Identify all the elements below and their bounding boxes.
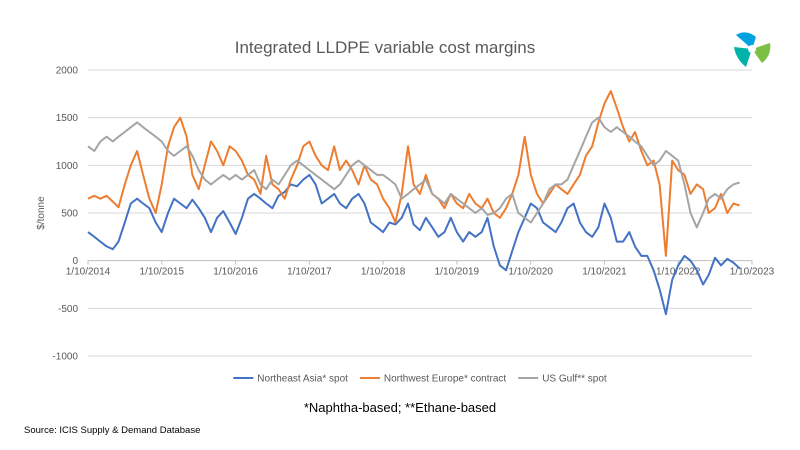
legend-label: US Gulf** spot bbox=[542, 374, 607, 385]
series-line-0 bbox=[87, 173, 741, 316]
source-note: Source: ICIS Supply & Demand Database bbox=[24, 425, 201, 436]
x-axis-ticks: 1/10/2014 1/10/2015 1/10/2016 1/10/2017 1/10… bbox=[66, 260, 775, 278]
series-line-2 bbox=[87, 116, 740, 229]
x-tick-label: 1/10/2017 bbox=[287, 267, 332, 278]
x-tick-label: 1/10/2015 bbox=[140, 267, 185, 278]
gridlines bbox=[88, 69, 752, 357]
x-tick-label: 1/10/2021 bbox=[582, 267, 627, 278]
y-axis-ticks: -1000 -500 0 500 1000 1500 2000 bbox=[52, 66, 78, 363]
series-line-1 bbox=[87, 90, 740, 257]
legend-label: Northwest Europe* contract bbox=[384, 374, 507, 385]
y-tick-label: 500 bbox=[61, 209, 78, 220]
x-tick-label: 1/10/2020 bbox=[508, 267, 553, 278]
y-tick-label: -500 bbox=[58, 304, 78, 315]
legend-item-2: US Gulf** spot bbox=[518, 374, 607, 385]
x-tick-label: 1/10/2014 bbox=[66, 267, 111, 278]
y-tick-label: 2000 bbox=[56, 66, 79, 77]
y-tick-label: 1000 bbox=[56, 161, 79, 172]
x-tick-label: 1/10/2022 bbox=[656, 267, 701, 278]
chart-title: Integrated LLDPE variable cost margins bbox=[235, 38, 536, 57]
legend-label: Northeast Asia* spot bbox=[257, 374, 348, 385]
y-axis-label: $/tonne bbox=[36, 196, 47, 230]
series-lines bbox=[87, 90, 741, 316]
legend-item-1: Northwest Europe* contract bbox=[359, 374, 507, 385]
x-tick-label: 1/10/2023 bbox=[730, 267, 775, 278]
x-tick-label: 1/10/2018 bbox=[361, 267, 406, 278]
legend: Northeast Asia* spot Northwest Europe* co… bbox=[233, 374, 607, 385]
footnote: *Naphtha-based; **Ethane-based bbox=[303, 400, 497, 415]
x-tick-label: 1/10/2016 bbox=[213, 267, 258, 278]
x-tick-label: 1/10/2019 bbox=[435, 267, 480, 278]
y-tick-label: 0 bbox=[72, 256, 78, 267]
logo-icon bbox=[734, 32, 771, 67]
legend-item-0: Northeast Asia* spot bbox=[233, 374, 348, 385]
y-tick-label: -1000 bbox=[52, 352, 78, 363]
y-tick-label: 1500 bbox=[56, 113, 79, 124]
